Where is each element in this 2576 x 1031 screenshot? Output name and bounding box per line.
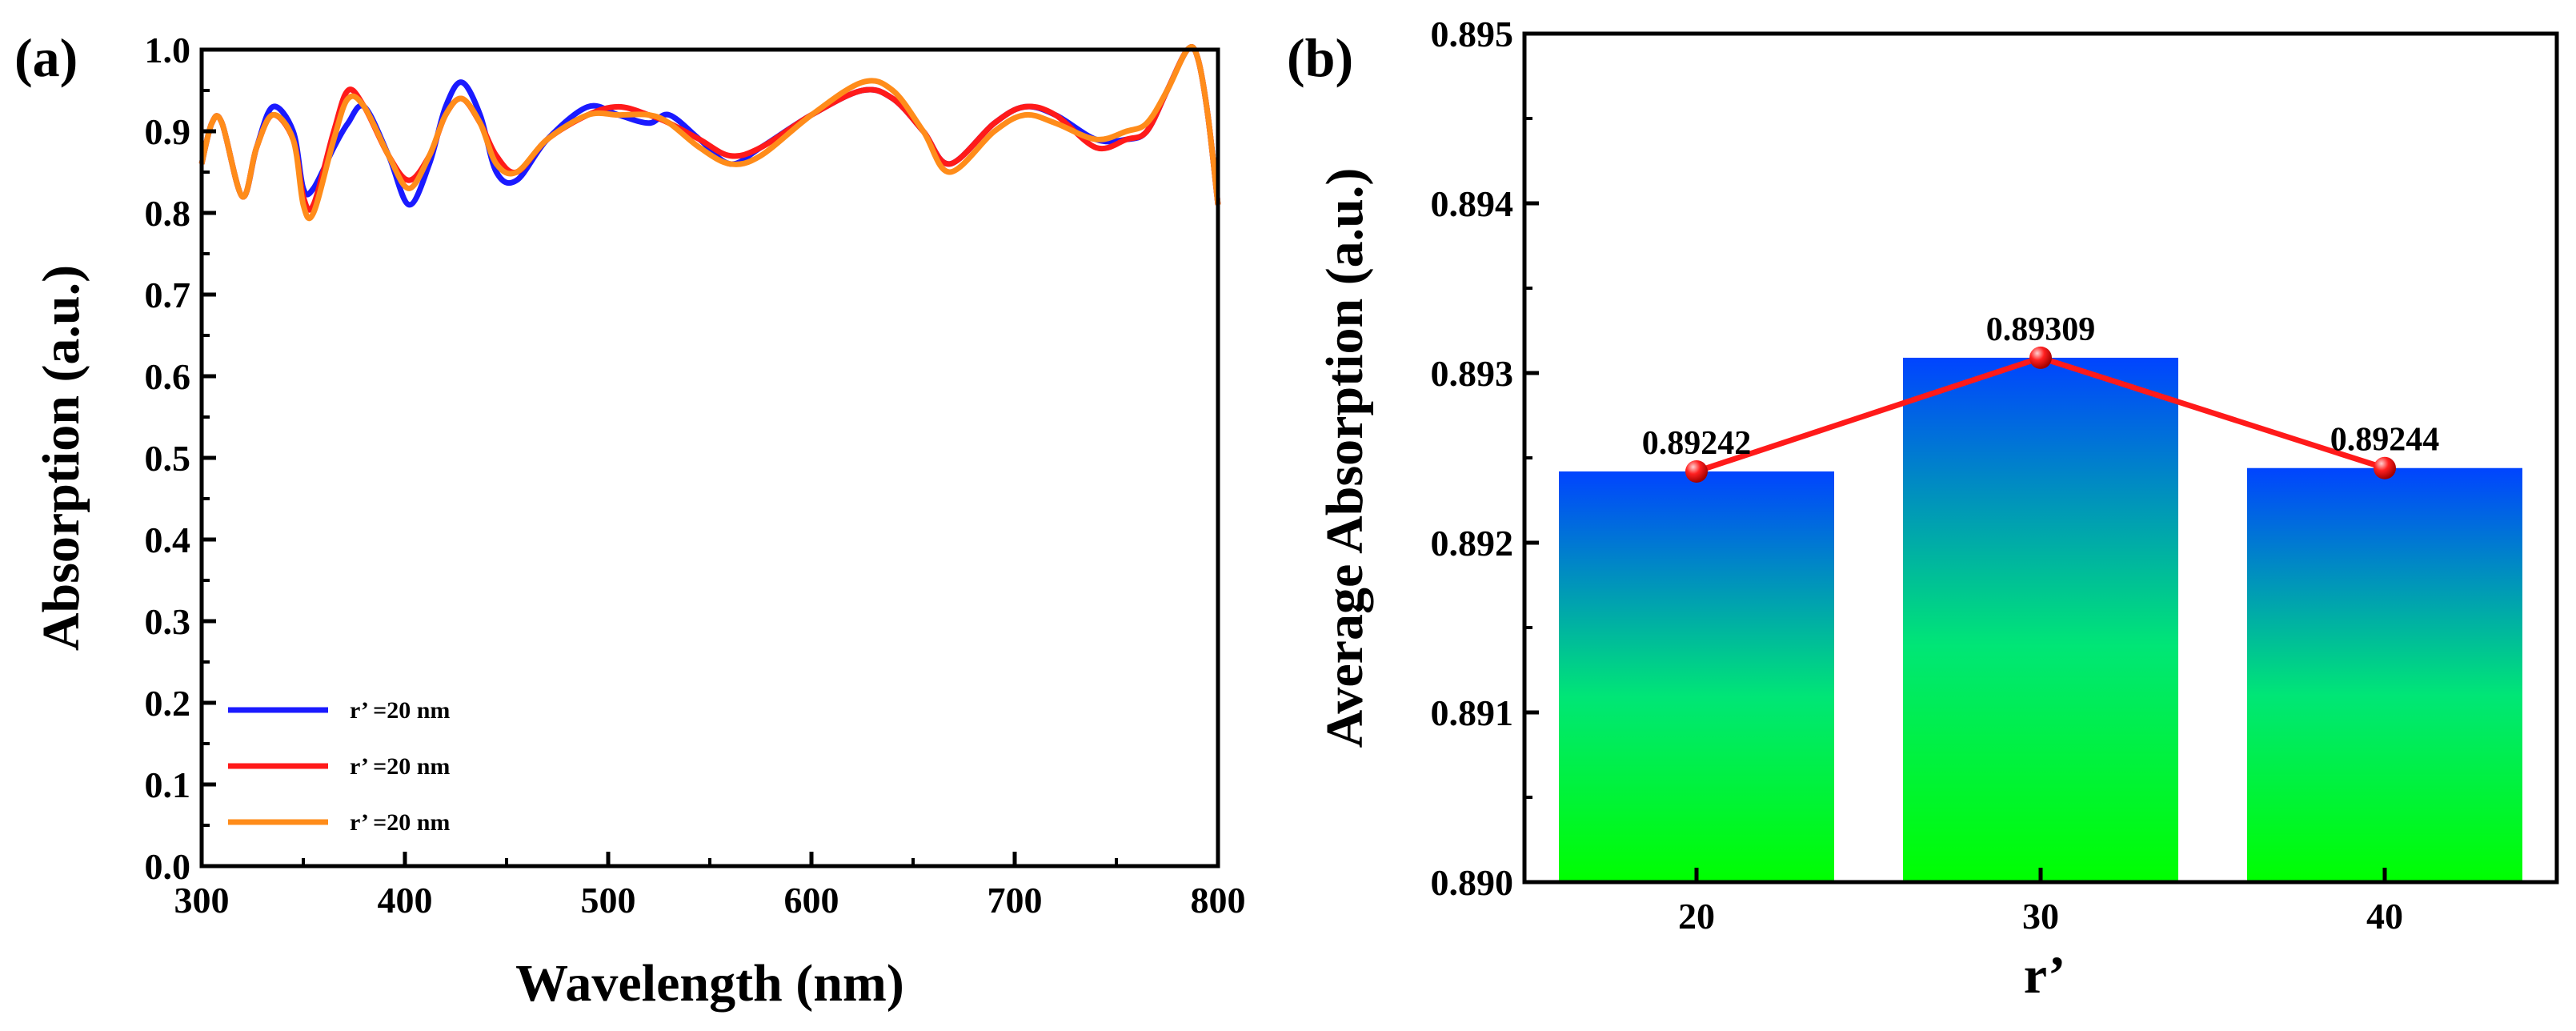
b-x-tick-label: 30 xyxy=(2022,896,2059,937)
a-legend-label-3: r’ =20 nm xyxy=(350,809,450,836)
b-y-tick-label: 0.894 xyxy=(1431,183,1514,224)
b-y-tick-label: 0.890 xyxy=(1431,862,1514,903)
a-y-tick-label: 1.0 xyxy=(145,30,191,70)
b-y-tick-label: 0.891 xyxy=(1431,692,1514,733)
b-y-axis-title: Average Absorption (a.u.) xyxy=(1316,168,1374,748)
a-y-tick-label: 0.6 xyxy=(145,356,191,397)
a-x-tick-label: 700 xyxy=(988,880,1043,921)
a-legend-label-1: r’ =20 nm xyxy=(350,697,450,724)
a-y-tick-label: 0.7 xyxy=(145,275,191,315)
a-legend-label-2: r’ =20 nm xyxy=(350,753,450,780)
b-marker-30 xyxy=(2029,346,2052,369)
b-bar-40 xyxy=(2247,467,2522,882)
a-series-line-3 xyxy=(198,44,1221,222)
a-y-tick-label: 0.9 xyxy=(145,111,191,152)
panel-b-bar-chart: 0.89242 0.89309 0.89244 20 30 40 0.890 0.891 0.… xyxy=(1316,14,2559,1005)
b-marker-20 xyxy=(1685,459,1708,483)
panel-a-label: (a) xyxy=(14,27,78,88)
b-y-tick-label: 0.893 xyxy=(1431,353,1514,394)
a-legend: r’ =20 nm r’ =20 nm r’ =20 nm xyxy=(228,697,450,836)
a-y-tick-label: 0.0 xyxy=(145,846,191,887)
b-overlay-line: 0.89242 0.89309 0.89244 xyxy=(1642,311,2440,483)
a-y-tick-label: 0.1 xyxy=(145,764,191,805)
b-marker-40 xyxy=(2374,456,2396,479)
a-y-tick-label: 0.4 xyxy=(145,520,191,560)
a-x-tick-label: 800 xyxy=(1191,880,1246,921)
b-bar-30 xyxy=(1903,357,2178,882)
panel-a-line-chart: 300 400 500 600 700 800 0.0 0.1 0.2 0.3 0.4 0.5 0.6 0… xyxy=(32,30,1246,1013)
b-ticks: 20 30 40 0.890 0.891 0.892 0.893 0.894 0.895 xyxy=(1431,14,2404,937)
a-x-tick-label: 600 xyxy=(784,880,839,921)
b-x-tick-label: 40 xyxy=(2366,896,2403,937)
b-data-label-40: 0.89244 xyxy=(2330,422,2440,459)
b-bars xyxy=(1559,357,2522,882)
a-ticks: 300 400 500 600 700 800 0.0 0.1 0.2 0.3 0.4 0.5 0.6 0… xyxy=(145,30,1246,921)
b-x-tick-label: 20 xyxy=(1678,896,1715,937)
a-plot-frame xyxy=(199,47,1220,869)
b-bar-20 xyxy=(1559,471,1834,882)
b-y-tick-label: 0.895 xyxy=(1431,14,1514,54)
b-y-tick-label: 0.892 xyxy=(1431,523,1514,564)
a-y-tick-label: 0.2 xyxy=(145,683,191,724)
a-y-tick-label: 0.5 xyxy=(145,438,191,479)
a-x-tick-label: 500 xyxy=(581,880,636,921)
b-x-axis-title: r’ xyxy=(2024,946,2065,1005)
a-series-lines xyxy=(198,44,1221,222)
panel-b-label: (b) xyxy=(1287,27,1353,88)
b-data-label-30: 0.89309 xyxy=(1986,311,2096,348)
a-x-axis-title: Wavelength (nm) xyxy=(515,954,904,1013)
a-x-tick-label: 400 xyxy=(378,880,433,921)
a-y-tick-label: 0.3 xyxy=(145,601,191,642)
b-data-label-20: 0.89242 xyxy=(1642,425,1752,462)
a-y-tick-label: 0.8 xyxy=(145,193,191,234)
a-x-tick-label: 300 xyxy=(174,880,230,921)
a-y-axis-title: Absorption (a.u.) xyxy=(32,265,90,651)
